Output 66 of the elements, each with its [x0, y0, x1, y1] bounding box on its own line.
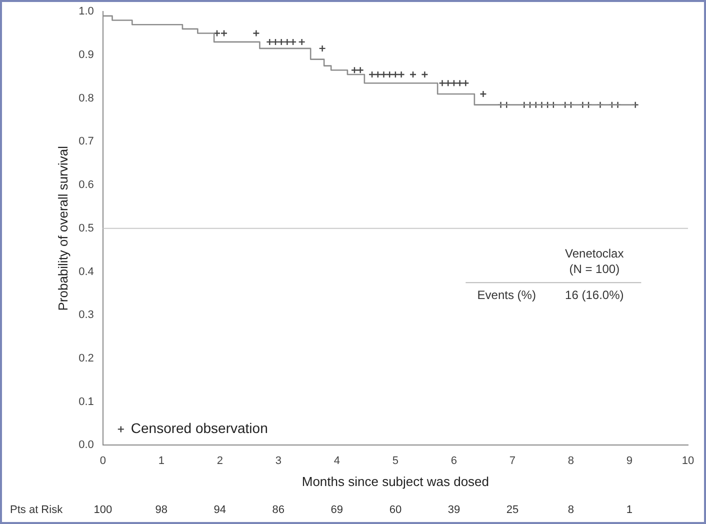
point — [252, 30, 260, 37]
annotation: Venetoclax — [565, 246, 624, 261]
text: 1 — [626, 504, 633, 516]
point — [272, 38, 280, 46]
x-tick-label: 0 — [100, 454, 106, 467]
point — [450, 80, 458, 87]
point — [456, 80, 464, 87]
point — [213, 30, 221, 37]
x-tick-label: 8 — [568, 454, 574, 467]
y-tick-label: 0.4 — [78, 266, 94, 278]
x-tick-label: 6 — [450, 454, 458, 467]
point — [350, 66, 358, 74]
point — [409, 70, 417, 78]
point — [278, 38, 285, 46]
point — [392, 70, 400, 78]
point — [356, 66, 364, 74]
text: 60 — [389, 504, 402, 516]
text: 69 — [330, 504, 344, 516]
y-tick-label: 0.1 — [78, 396, 94, 408]
text: Pts at Risk — [10, 504, 64, 516]
point — [289, 38, 297, 46]
text: 94 — [214, 504, 226, 516]
text: 86 — [272, 504, 285, 516]
point — [380, 70, 388, 78]
x-tick-label: 1 — [158, 454, 164, 467]
point — [438, 80, 446, 87]
text: 25 — [506, 504, 519, 516]
y-tick-label: 0.5 — [78, 222, 94, 234]
point — [220, 30, 228, 37]
annotation: (N = 100) — [569, 262, 620, 276]
y-tick-label: 0.8 — [78, 92, 94, 104]
point — [480, 90, 487, 98]
x-tick-label: 3 — [275, 454, 282, 467]
point — [284, 38, 291, 46]
y-tick-label: 0.2 — [78, 352, 94, 365]
point — [386, 70, 394, 78]
y-tick-label: 0.0 — [78, 439, 94, 452]
x-tick-label: 4 — [334, 454, 340, 467]
point — [462, 80, 470, 87]
legend-label: Censored observation — [130, 420, 268, 436]
x-tick-label: 7 — [509, 454, 516, 467]
point — [318, 44, 326, 52]
text: 39 — [448, 504, 460, 516]
y-tick-label: 0.7 — [78, 136, 94, 148]
x-tick-label: 9 — [626, 454, 633, 467]
x-tick-label: 10 — [682, 454, 694, 467]
x-tick-label: 2 — [216, 454, 223, 467]
x-axis-title: Months since subject was dosed — [302, 474, 490, 489]
text: 98 — [155, 504, 168, 516]
point — [444, 80, 452, 87]
y-tick-label: 1.0 — [78, 6, 94, 18]
x-tick-label: 5 — [392, 454, 399, 467]
point — [398, 70, 405, 78]
point — [374, 70, 382, 78]
text: 100 — [94, 504, 112, 516]
point — [298, 38, 306, 46]
y-tick-label: 0.3 — [78, 309, 94, 322]
point — [368, 70, 376, 78]
text: 8 — [568, 504, 574, 516]
annotation: Events (%) — [477, 288, 536, 302]
point — [266, 38, 274, 46]
y-tick-label: 0.9 — [78, 48, 94, 61]
point — [421, 70, 428, 78]
y-axis-title: Probability of overall survival — [55, 146, 70, 311]
y-tick-label: 0.6 — [78, 179, 94, 192]
annotation: 16 (16.0%) — [565, 288, 624, 302]
